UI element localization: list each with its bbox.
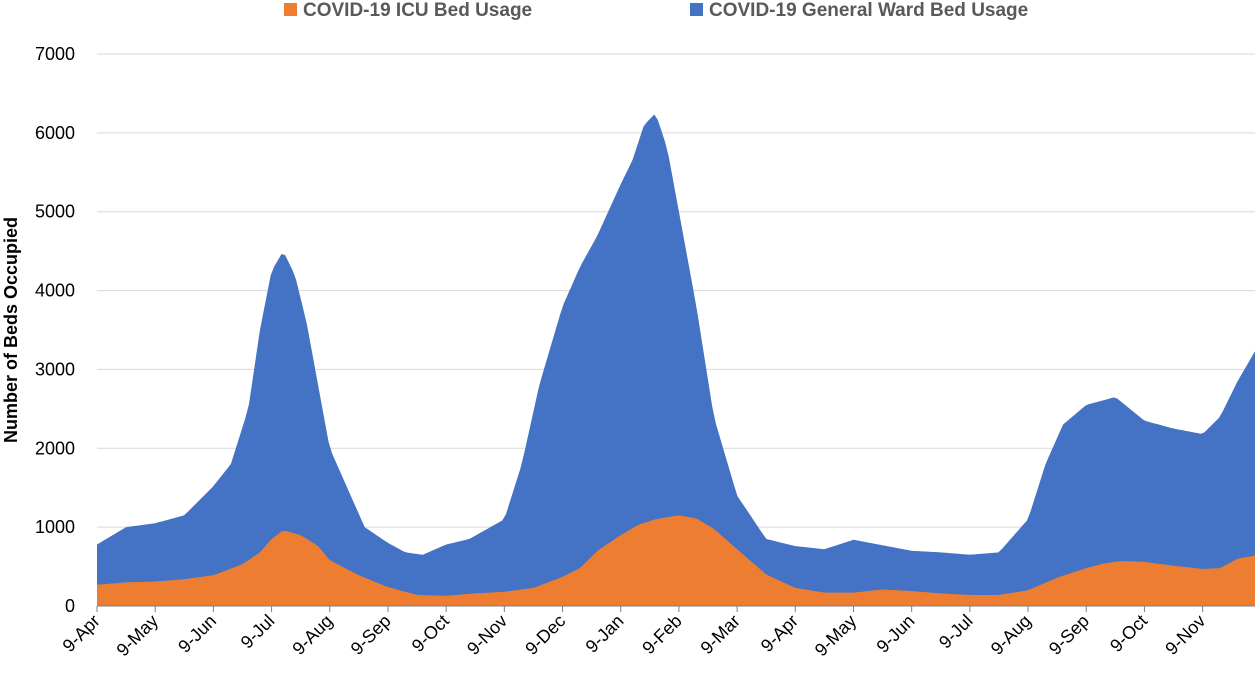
x-tick-label: 9-May bbox=[811, 611, 861, 661]
legend-swatch-icu bbox=[284, 3, 297, 16]
x-tick-label: 9-Sep bbox=[1045, 611, 1093, 659]
ward-area bbox=[97, 114, 1255, 606]
y-tick-label: 1000 bbox=[35, 517, 75, 537]
x-tick-label: 9-Aug bbox=[987, 611, 1035, 659]
x-tick-label: 9-Mar bbox=[697, 611, 744, 658]
x-tick-label: 9-Nov bbox=[463, 611, 511, 659]
x-tick-label: 9-Oct bbox=[1106, 611, 1151, 656]
y-tick-label: 0 bbox=[65, 596, 75, 616]
x-tick-label: 9-Nov bbox=[1161, 611, 1209, 659]
legend-swatch-ward bbox=[690, 3, 703, 16]
x-tick-label: 9-Dec bbox=[521, 611, 569, 659]
x-tick-label: 9-Oct bbox=[408, 611, 453, 656]
x-tick-label: 9-Jul bbox=[237, 611, 279, 653]
legend: COVID-19 ICU Bed Usage COVID-19 General … bbox=[284, 0, 1028, 21]
x-tick-label: 9-Feb bbox=[638, 611, 685, 658]
x-tick-label: 9-Jan bbox=[582, 611, 628, 657]
icu-area bbox=[97, 515, 1255, 606]
x-tick-label: 9-Jun bbox=[873, 611, 919, 657]
y-tick-label: 7000 bbox=[35, 44, 75, 64]
area-series bbox=[97, 114, 1255, 606]
y-tick-label: 5000 bbox=[35, 202, 75, 222]
legend-label-icu: COVID-19 ICU Bed Usage bbox=[303, 0, 532, 21]
x-tick-label: 9-Apr bbox=[59, 611, 104, 656]
y-tick-label: 2000 bbox=[35, 438, 75, 458]
y-tick-label: 3000 bbox=[35, 359, 75, 379]
x-tick-label: 9-Jul bbox=[935, 611, 977, 653]
x-tick-label: 9-Aug bbox=[288, 611, 336, 659]
legend-label-ward: COVID-19 General Ward Bed Usage bbox=[709, 0, 1028, 21]
x-tick-label: 9-Apr bbox=[757, 611, 802, 656]
y-axis-label: Number of Beds Occupied bbox=[1, 217, 21, 443]
y-tick-label: 4000 bbox=[35, 281, 75, 301]
x-tick-label: 9-May bbox=[113, 611, 163, 661]
x-tick-label: 9-Jun bbox=[174, 611, 220, 657]
x-tick-label: 9-Sep bbox=[347, 611, 395, 659]
y-tick-label: 6000 bbox=[35, 123, 75, 143]
